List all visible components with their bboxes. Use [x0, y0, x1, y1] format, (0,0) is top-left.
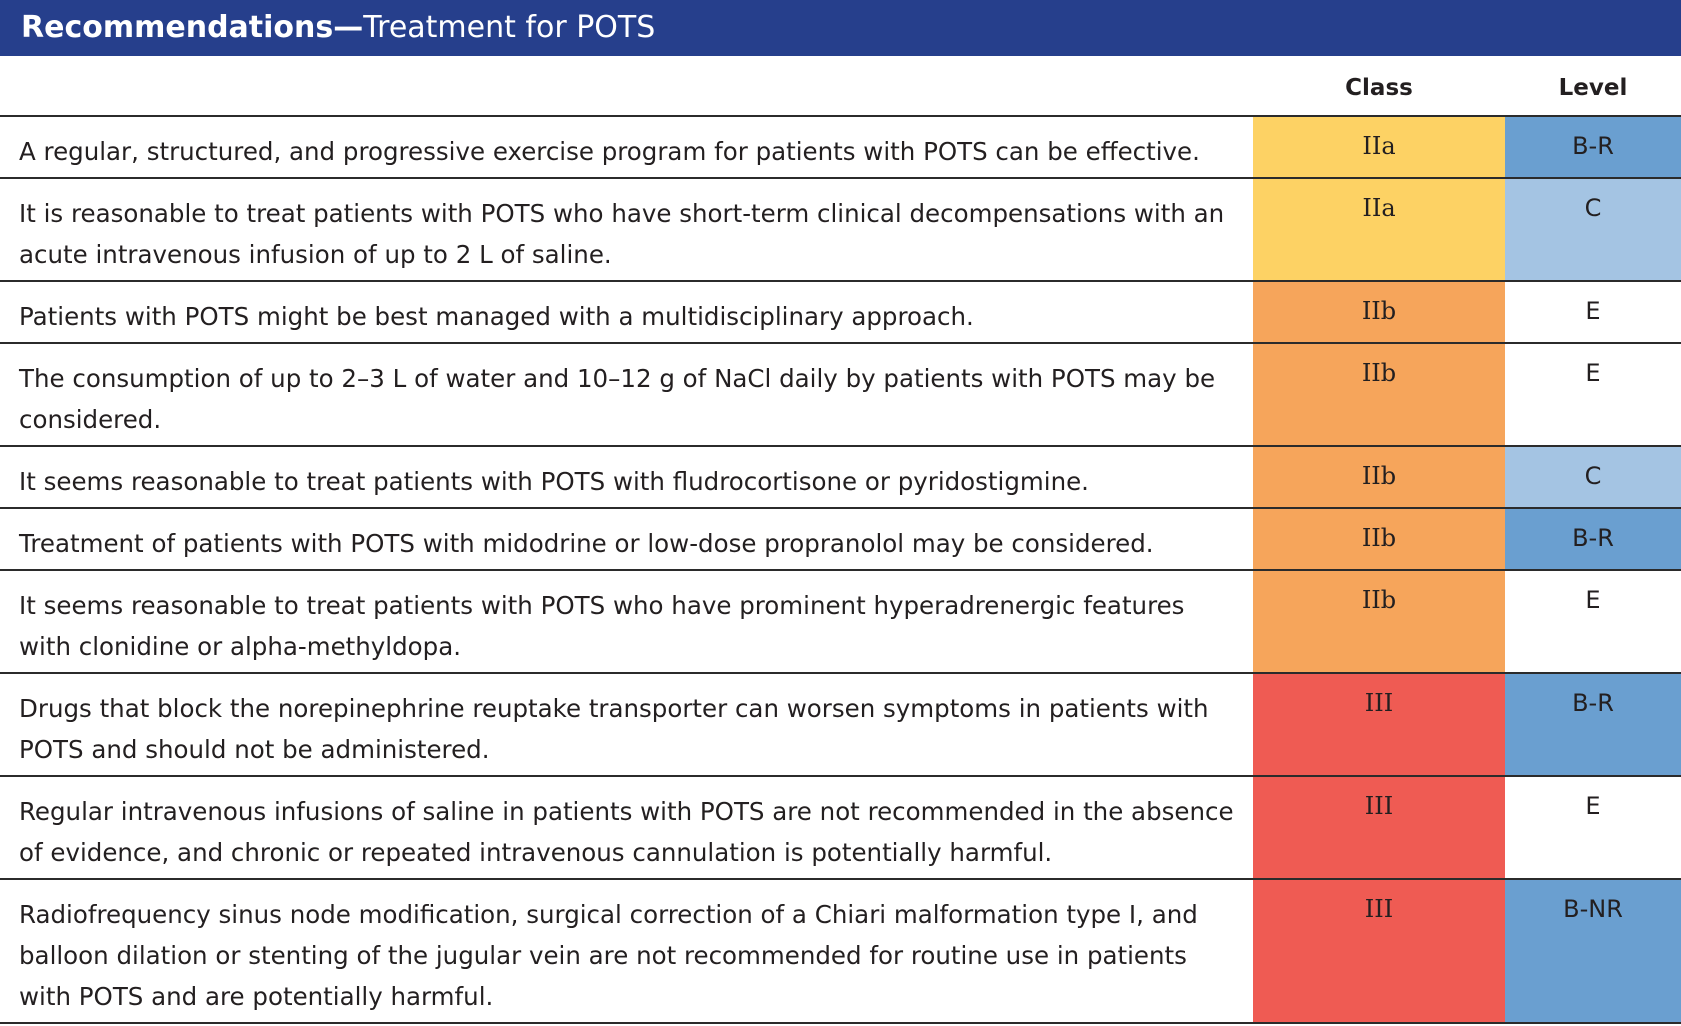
recommendation-text: It seems reasonable to treat patients wi…	[19, 585, 1239, 667]
recommendation-line: acute intravenous infusion of up to 2 L …	[19, 240, 612, 269]
recommendation-text: Treatment of patients with POTS with mid…	[19, 523, 1239, 564]
class-column-header: Class	[1345, 75, 1413, 101]
class-cell: IIb	[1253, 509, 1505, 569]
level-cell: E	[1505, 777, 1681, 878]
recommendation-text: The consumption of up to 2–3 L of water …	[19, 358, 1239, 440]
recommendation-text: Patients with POTS might be best managed…	[19, 296, 1239, 337]
table-row: The consumption of up to 2–3 L of water …	[0, 344, 1681, 447]
table-row: Patients with POTS might be best managed…	[0, 282, 1681, 344]
class-cell: III	[1253, 674, 1505, 775]
recommendation-line: of evidence, and chronic or repeated int…	[19, 838, 1053, 867]
recommendations-table: A regular, structured, and progressive e…	[0, 117, 1681, 1024]
recommendation-text: Radiofrequency sinus node modification, …	[19, 894, 1239, 1017]
level-cell: C	[1505, 179, 1681, 280]
table-row: It seems reasonable to treat patients wi…	[0, 571, 1681, 674]
table-row: It seems reasonable to treat patients wi…	[0, 447, 1681, 509]
recommendation-text: It seems reasonable to treat patients wi…	[19, 461, 1239, 502]
table-row: Radiofrequency sinus node modification, …	[0, 880, 1681, 1024]
recommendation-text: It is reasonable to treat patients with …	[19, 193, 1239, 275]
title-bold: Recommendations—	[21, 10, 364, 45]
level-cell: E	[1505, 344, 1681, 445]
recommendation-line: Patients with POTS might be best managed…	[19, 302, 974, 331]
table-row: Treatment of patients with POTS with mid…	[0, 509, 1681, 571]
class-cell: IIb	[1253, 571, 1505, 672]
recommendation-line: It seems reasonable to treat patients wi…	[19, 591, 1185, 620]
table-row: A regular, structured, and progressive e…	[0, 117, 1681, 179]
level-cell: C	[1505, 447, 1681, 507]
recommendation-line: balloon dilation or stenting of the jugu…	[19, 941, 1187, 970]
level-cell: B-NR	[1505, 880, 1681, 1022]
recommendation-line: It seems reasonable to treat patients wi…	[19, 467, 1089, 496]
column-header-row: Class Level	[0, 56, 1681, 117]
recommendation-line: with POTS and are potentially harmful.	[19, 982, 494, 1011]
class-cell: III	[1253, 880, 1505, 1022]
level-cell: E	[1505, 571, 1681, 672]
table-row: Drugs that block the norepinephrine reup…	[0, 674, 1681, 777]
recommendation-line: Drugs that block the norepinephrine reup…	[19, 694, 1209, 723]
recommendation-line: The consumption of up to 2–3 L of water …	[19, 364, 1216, 393]
table-row: Regular intravenous infusions of saline …	[0, 777, 1681, 880]
recommendation-line: A regular, structured, and progressive e…	[19, 137, 1200, 166]
recommendation-line: Regular intravenous infusions of saline …	[19, 797, 1234, 826]
recommendation-text: Regular intravenous infusions of saline …	[19, 791, 1239, 873]
table-row: It is reasonable to treat patients with …	[0, 179, 1681, 282]
recommendation-text: A regular, structured, and progressive e…	[19, 131, 1239, 172]
table-title-banner: Recommendations— Treatment for POTS	[0, 0, 1681, 56]
recommendation-line: with clonidine or alpha-methyldopa.	[19, 632, 461, 661]
title-rest: Treatment for POTS	[363, 10, 656, 45]
recommendation-line: POTS and should not be administered.	[19, 735, 490, 764]
class-cell: IIa	[1253, 117, 1505, 177]
level-cell: E	[1505, 282, 1681, 342]
level-column-header: Level	[1558, 75, 1628, 101]
level-cell: B-R	[1505, 509, 1681, 569]
class-cell: III	[1253, 777, 1505, 878]
recommendation-line: considered.	[19, 405, 162, 434]
recommendation-line: Treatment of patients with POTS with mid…	[19, 529, 1154, 558]
class-cell: IIb	[1253, 447, 1505, 507]
recommendation-line: It is reasonable to treat patients with …	[19, 199, 1225, 228]
class-cell: IIa	[1253, 179, 1505, 280]
recommendation-line: Radiofrequency sinus node modification, …	[19, 900, 1198, 929]
class-cell: IIb	[1253, 282, 1505, 342]
level-cell: B-R	[1505, 674, 1681, 775]
class-cell: IIb	[1253, 344, 1505, 445]
level-cell: B-R	[1505, 117, 1681, 177]
recommendation-text: Drugs that block the norepinephrine reup…	[19, 688, 1239, 770]
